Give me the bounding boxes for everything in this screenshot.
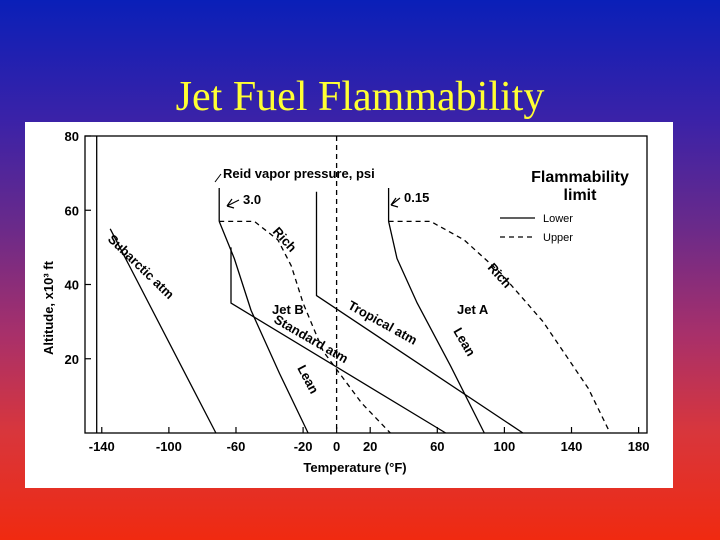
lower-limit-line-0 <box>109 228 217 434</box>
x-tick-label: -140 <box>89 439 115 454</box>
x-tick-label: -60 <box>227 439 246 454</box>
lean-a-label: Lean <box>450 325 478 359</box>
upper-limit-line-9 <box>388 220 611 434</box>
lean-b-label: Lean <box>294 362 322 396</box>
slide-title: Jet Fuel Flammability <box>175 74 545 120</box>
lower-limit-line-5 <box>387 221 485 434</box>
jet-a-label: Jet A <box>457 302 489 317</box>
x-tick-label: 140 <box>561 439 583 454</box>
rich-b-label: Rich <box>270 224 300 255</box>
annotations: Reid vapor pressure, psi 3.0 0.15 Subarc… <box>105 166 515 396</box>
x-tick-label: -20 <box>294 439 313 454</box>
x-tick-label: -100 <box>156 439 182 454</box>
y-axis-title: Altitude, x10³ ft <box>41 260 56 355</box>
lower-limit-line-4 <box>218 221 309 434</box>
y-tick-label: 20 <box>65 352 79 367</box>
x-tick-label: 60 <box>430 439 444 454</box>
y-tick-label: 40 <box>65 278 79 293</box>
upper-limit-line-8 <box>219 220 391 434</box>
legend: Flammability limit Lower Upper <box>500 169 629 244</box>
rvp-jetb-value: 3.0 <box>243 192 261 207</box>
rich-a-label: Rich <box>485 260 515 291</box>
chart-panel: 20 40 60 80 -140 -100 -60 -20 0 20 60 100 140 180 Alt… <box>25 122 673 488</box>
y-tick-label: 60 <box>65 203 79 218</box>
rvp-header: Reid vapor pressure, psi <box>223 166 375 181</box>
lower-limit-line-2 <box>315 191 524 434</box>
x-tick-label: 100 <box>494 439 516 454</box>
x-axis-title: Temperature (°F) <box>303 460 406 475</box>
lower-limit-line-1 <box>230 247 447 434</box>
legend-title-line2: limit <box>564 187 598 204</box>
rvp-jetb-arrow <box>226 198 240 209</box>
rvp-jeta-arrow <box>390 197 401 208</box>
rvp-jeta-value: 0.15 <box>404 190 429 205</box>
x-tick-label: 0 <box>333 439 340 454</box>
rvp-leader <box>214 173 222 183</box>
legend-upper-label: Upper <box>543 232 573 244</box>
legend-title-line1: Flammability <box>531 169 629 186</box>
y-tick-label: 80 <box>65 129 79 144</box>
legend-lower-label: Lower <box>543 213 573 225</box>
subarctic-label: Subarctic atm <box>105 231 177 302</box>
jet-b-label: Jet B <box>272 302 304 317</box>
standard-label: Standard atm <box>272 312 351 367</box>
flammability-chart: 20 40 60 80 -140 -100 -60 -20 0 20 60 100 140 180 Alt… <box>41 129 650 475</box>
x-tick-label: 20 <box>363 439 377 454</box>
x-tick-label: 180 <box>628 439 650 454</box>
